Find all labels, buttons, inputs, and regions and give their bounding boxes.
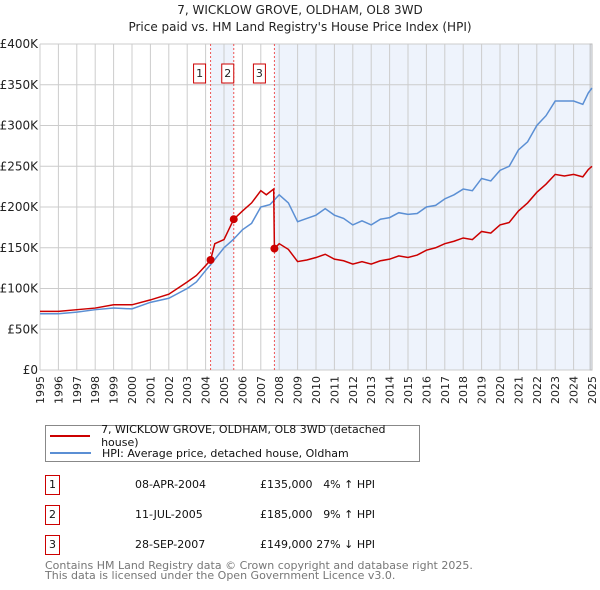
x-tick-label: 1995 [34,376,47,404]
sale-label: 2 [224,67,231,80]
sale-date: 11-JUL-2005 [135,508,203,521]
x-tick-label: 1999 [108,376,121,404]
sale-hpi: 9% ↑ HPI [323,508,375,521]
sale-hpi: 27% ↓ HPI [316,538,375,551]
sale-label-box [193,63,207,84]
y-tick-label: £100K [0,282,39,296]
legend: 7, WICKLOW GROVE, OLDHAM, OL8 3WD (detac… [45,423,420,462]
sale-hpi: 4% ↑ HPI [323,478,375,491]
legend-item-hpi: HPI: Average price, detached house, Oldh… [50,445,349,461]
sale-price: £185,000 [260,508,313,521]
x-tick-label: 2013 [365,376,378,404]
x-tick-label: 2020 [494,376,507,404]
sale-marker: 1 [45,475,60,495]
y-tick-label: £0 [23,363,38,377]
x-tick-label: 2006 [236,376,249,404]
legend-label: 7, WICKLOW GROVE, OLDHAM, OL8 3WD (detac… [101,423,386,449]
y-tick-label: £300K [0,119,39,133]
sale-point [229,215,238,224]
x-tick-label: 2014 [384,376,397,404]
y-tick-label: £400K [0,37,39,51]
series-line [40,165,593,313]
x-tick-label: 2018 [457,376,470,404]
x-tick-label: 2019 [476,376,489,404]
x-tick-label: 1997 [71,376,84,404]
x-tick-label: 2008 [273,376,286,404]
sale-row: 1 08-APR-2004 £135,000 4% ↑ HPI [45,475,375,495]
x-tick-label: 2007 [255,376,268,404]
y-tick-label: £150K [0,241,39,255]
legend-swatch-red [50,435,91,437]
x-tick-label: 2017 [439,376,452,404]
sale-label-box [221,63,235,84]
legend-label: HPI: Average price, detached house, Oldh… [102,446,349,460]
sale-row: 3 28-SEP-2007 £149,000 27% ↓ HPI [45,535,375,555]
footer-line: This data is licensed under the Open Gov… [45,569,396,582]
sale-label: 1 [196,67,203,80]
sale-row: 2 11-JUL-2005 £185,000 9% ↑ HPI [45,505,375,525]
future-hatch [589,43,593,371]
series-line [40,87,593,315]
y-tick-label: £250K [0,159,39,173]
x-tick-label: 2025 [586,376,599,404]
sale-point [206,255,215,264]
x-tick-label: 2022 [531,376,544,404]
x-tick-label: 1998 [89,376,102,404]
y-tick-label: £200K [0,200,39,214]
x-tick-label: 2004 [200,376,213,404]
legend-swatch-blue [50,452,91,454]
chart-subtitle: Price paid vs. HM Land Registry's House … [128,20,471,34]
y-tick-label: £50K [7,322,39,336]
x-tick-label: 2002 [163,376,176,404]
price-chart: 7, WICKLOW GROVE, OLDHAM, OL8 3WD Price … [0,3,599,404]
legend-item-property: 7, WICKLOW GROVE, OLDHAM, OL8 3WD (detac… [50,423,419,449]
sale-marker: 2 [45,505,60,525]
x-tick-label: 2010 [310,376,323,404]
chart-title: 7, WICKLOW GROVE, OLDHAM, OL8 3WD [177,3,423,17]
footer-line: Contains HM Land Registry data © Crown c… [45,559,473,572]
sale-label-box [252,63,266,84]
x-tick-label: 2009 [292,376,305,404]
sale-price: £149,000 [260,538,313,551]
x-tick-label: 2023 [549,376,562,404]
x-tick-label: 2001 [144,376,157,404]
sale-price: £135,000 [260,478,313,491]
sale-point [270,244,279,253]
footer: Contains HM Land Registry data © Crown c… [45,559,473,582]
x-tick-label: 2003 [181,376,194,404]
x-tick-label: 2005 [218,376,231,404]
sale-label: 3 [256,67,263,80]
x-tick-label: 2000 [126,376,139,404]
sale-date: 08-APR-2004 [135,478,207,491]
y-tick-label: £350K [0,78,39,92]
x-tick-label: 1996 [52,376,65,404]
x-tick-label: 2011 [328,376,341,404]
x-tick-label: 2012 [347,376,360,404]
sale-date: 28-SEP-2007 [135,538,206,551]
x-tick-label: 2021 [512,376,525,404]
x-tick-label: 2015 [402,376,415,404]
sale-marker: 3 [45,535,60,555]
x-tick-label: 2016 [420,376,433,404]
x-tick-label: 2024 [568,376,581,404]
